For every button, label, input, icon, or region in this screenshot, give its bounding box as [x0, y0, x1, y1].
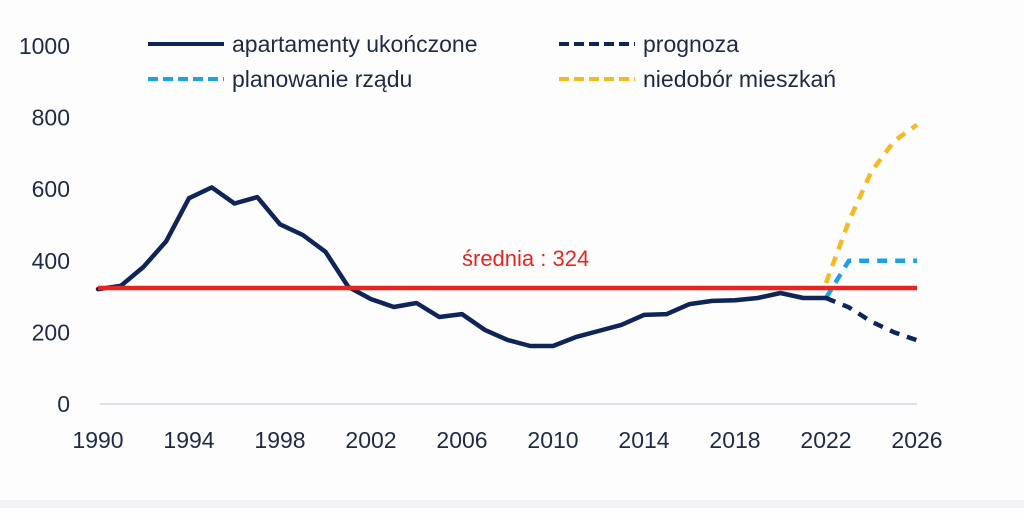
legend-label-government-plan: planowanie rządu: [232, 66, 412, 92]
y-tick-label: 0: [57, 391, 70, 417]
x-tick-label: 2022: [800, 427, 851, 453]
bottom-strip: [0, 500, 1024, 508]
x-tick-label: 2006: [436, 427, 487, 453]
y-tick-label: 200: [32, 319, 70, 345]
y-tick-label: 400: [32, 248, 70, 274]
legend-item-housing-shortage: niedobór mieszkań: [559, 66, 836, 92]
legend-label-forecast: prognoza: [643, 31, 739, 57]
x-tick-label: 2018: [709, 427, 760, 453]
series-layer: [95, 122, 919, 349]
legend-label-completed: apartamenty ukończone: [232, 31, 478, 57]
x-tick-label: 1994: [163, 427, 214, 453]
legend-item-forecast: prognoza: [559, 31, 739, 57]
y-axis: 0 200 400 600 800 1000: [19, 33, 917, 417]
x-axis: 1990 1994 1998 2002 2006 2010 2014 2018 2022 2026: [72, 427, 942, 453]
x-tick-label: 2026: [891, 427, 942, 453]
x-tick-label: 2014: [618, 427, 669, 453]
legend-item-completed: apartamenty ukończone: [148, 31, 478, 57]
x-tick-label: 1990: [72, 427, 123, 453]
legend-item-government-plan: planowanie rządu: [148, 66, 412, 92]
average-label: średnia : 324: [462, 246, 589, 271]
y-tick-label: 800: [32, 105, 70, 131]
x-tick-label: 1998: [254, 427, 305, 453]
legend: apartamenty ukończone prognoza planowani…: [148, 31, 836, 92]
x-tick-label: 2010: [527, 427, 578, 453]
legend-label-housing-shortage: niedobór mieszkań: [643, 66, 836, 92]
series-line-planowanie-rządu: [824, 258, 917, 300]
y-tick-label: 1000: [19, 33, 70, 59]
series-line-niedobór-mieszkań: [823, 122, 919, 284]
series-line-apartamenty-ukończone: [95, 185, 829, 349]
x-tick-label: 2002: [345, 427, 396, 453]
series-line-prognoza: [825, 295, 918, 343]
y-tick-label: 600: [32, 176, 70, 202]
